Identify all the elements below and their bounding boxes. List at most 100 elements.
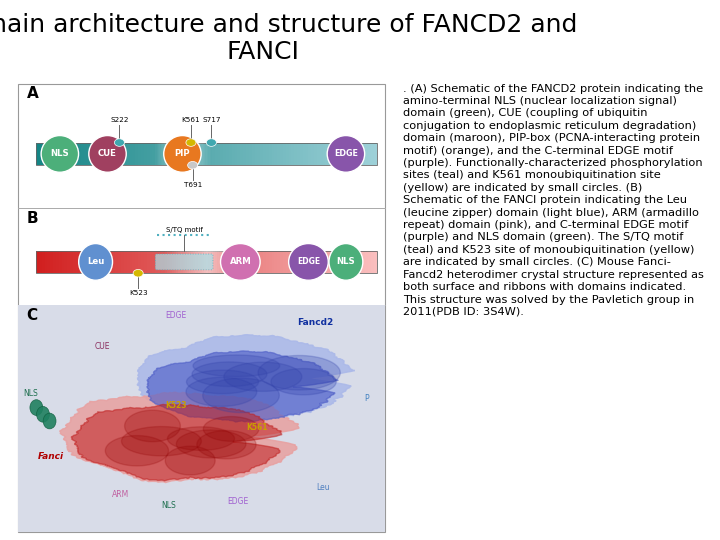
Bar <box>50 143 53 165</box>
Ellipse shape <box>78 244 112 280</box>
Bar <box>64 251 68 273</box>
Bar <box>274 143 278 165</box>
Bar <box>141 143 144 165</box>
Bar <box>81 143 85 165</box>
Bar <box>204 143 205 165</box>
Text: NLS: NLS <box>161 502 176 510</box>
Ellipse shape <box>41 136 78 172</box>
Bar <box>235 143 238 165</box>
Text: NLS: NLS <box>336 258 355 266</box>
Text: Domain architecture and structure of FANCD2 and: Domain architecture and structure of FAN… <box>0 14 577 37</box>
Bar <box>42 143 45 165</box>
Text: K561: K561 <box>181 117 200 123</box>
Bar <box>348 143 351 165</box>
Bar <box>277 251 280 273</box>
Bar <box>210 143 211 165</box>
Bar <box>104 251 107 273</box>
Text: P: P <box>364 394 369 403</box>
Ellipse shape <box>37 407 50 422</box>
Bar <box>78 143 82 165</box>
Bar <box>220 251 224 273</box>
Bar <box>36 251 377 273</box>
Bar <box>229 251 232 273</box>
Bar <box>192 143 195 165</box>
Bar <box>226 251 228 273</box>
Bar <box>141 251 144 273</box>
Bar <box>195 251 198 273</box>
Bar <box>308 251 312 273</box>
Bar <box>178 251 181 273</box>
Bar <box>191 143 192 165</box>
Bar <box>348 251 351 273</box>
Bar <box>238 251 240 273</box>
Bar <box>172 251 176 273</box>
Bar <box>305 251 309 273</box>
Bar <box>150 143 153 165</box>
Bar <box>192 251 195 273</box>
Bar <box>96 251 99 273</box>
Bar <box>200 251 202 273</box>
Polygon shape <box>137 335 355 421</box>
Text: C: C <box>27 308 37 323</box>
Bar <box>163 143 167 165</box>
Bar <box>280 251 283 273</box>
Bar <box>207 251 210 273</box>
Bar <box>240 251 243 273</box>
Ellipse shape <box>43 413 56 429</box>
Bar <box>269 251 272 273</box>
Polygon shape <box>176 430 246 458</box>
Bar <box>334 143 337 165</box>
Bar <box>168 143 169 165</box>
Bar <box>374 251 377 273</box>
Bar <box>311 143 315 165</box>
Bar <box>245 251 248 273</box>
Bar <box>188 143 189 165</box>
Bar <box>294 251 297 273</box>
Bar <box>161 143 164 165</box>
Text: EDGE: EDGE <box>166 311 186 320</box>
Bar <box>368 143 372 165</box>
Bar <box>236 251 239 273</box>
Bar <box>181 251 184 273</box>
Bar <box>174 251 176 273</box>
Bar <box>147 251 150 273</box>
Text: K523: K523 <box>165 401 186 409</box>
Bar <box>59 143 62 165</box>
Bar <box>351 143 354 165</box>
Bar <box>204 251 207 273</box>
Bar <box>325 143 328 165</box>
Bar <box>53 251 56 273</box>
Bar <box>266 143 269 165</box>
Bar <box>356 251 360 273</box>
Bar <box>176 251 179 273</box>
Bar <box>109 251 113 273</box>
Bar <box>257 143 261 165</box>
Bar <box>156 143 158 165</box>
Bar <box>297 251 300 273</box>
Bar <box>371 251 374 273</box>
Bar <box>178 143 179 165</box>
Bar <box>248 251 250 273</box>
Text: CUE: CUE <box>95 342 110 352</box>
Bar <box>156 251 158 273</box>
Ellipse shape <box>220 244 260 280</box>
Bar <box>121 251 125 273</box>
Text: Leu: Leu <box>87 258 104 266</box>
Bar <box>198 251 201 273</box>
Bar <box>305 143 309 165</box>
Bar <box>144 251 147 273</box>
Bar <box>297 143 300 165</box>
Bar <box>67 251 71 273</box>
Bar <box>166 143 170 165</box>
Bar <box>107 143 110 165</box>
Bar <box>67 143 71 165</box>
Bar <box>374 143 377 165</box>
Bar <box>181 143 182 165</box>
Bar <box>169 143 173 165</box>
Bar <box>93 251 96 273</box>
Bar <box>118 251 122 273</box>
Bar <box>263 251 266 273</box>
Bar <box>232 143 235 165</box>
Bar <box>127 143 130 165</box>
Bar <box>209 143 212 165</box>
